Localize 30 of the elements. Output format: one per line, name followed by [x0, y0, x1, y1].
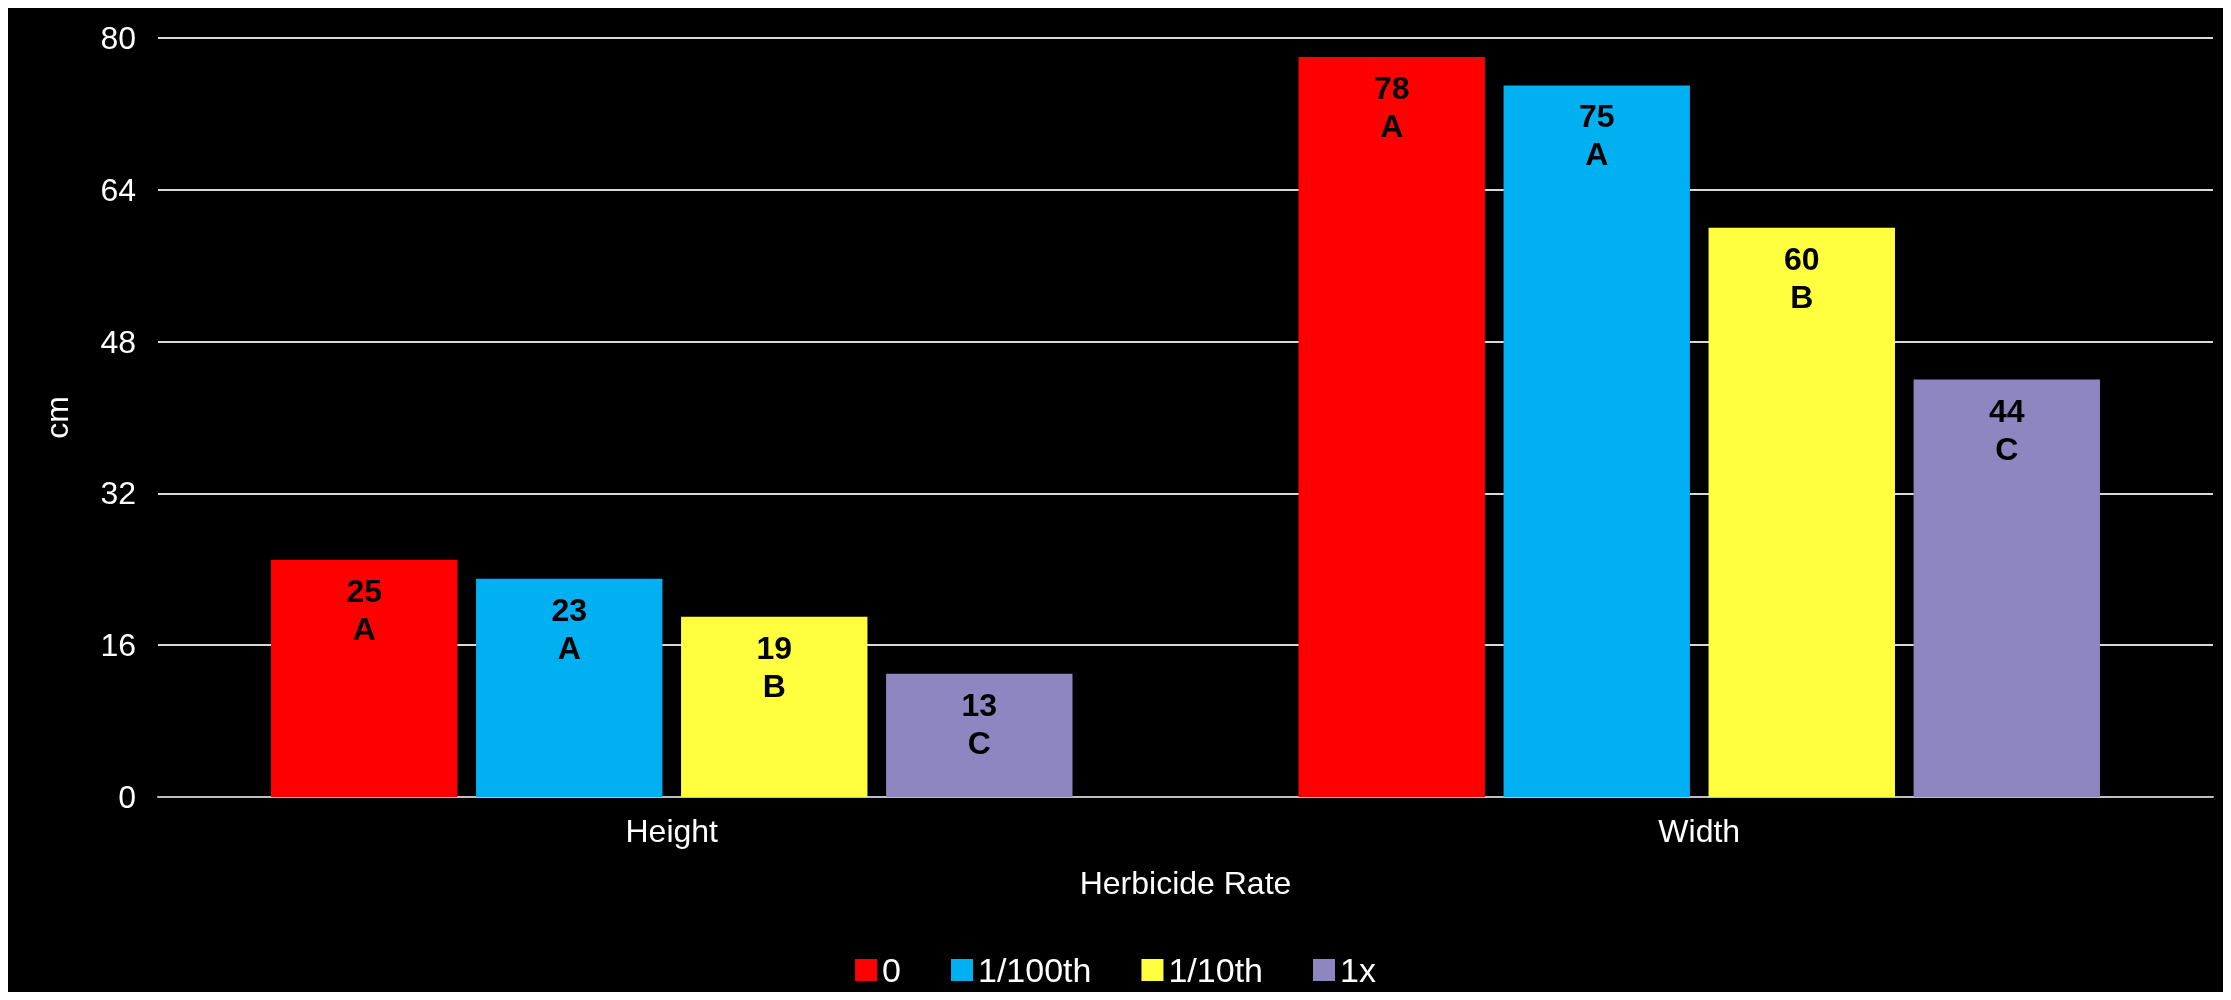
- y-tick-label: 0: [118, 779, 136, 815]
- bar: [1708, 227, 1895, 797]
- y-tick-label: 64: [100, 171, 136, 208]
- bar: [476, 578, 663, 797]
- data-label: 19 B: [756, 629, 793, 704]
- legend-label: 0: [882, 951, 902, 989]
- legend-label: 1/10th: [1168, 951, 1263, 989]
- bar: [681, 616, 868, 797]
- legend-label: 1x: [1339, 951, 1376, 989]
- x-axis-title: Herbicide Rate: [1079, 865, 1292, 901]
- legend-label: 1/100th: [978, 951, 1092, 989]
- data-label: 75 A: [1578, 98, 1615, 173]
- data-label: 25 A: [346, 572, 383, 647]
- y-tick-label: 16: [100, 627, 136, 664]
- data-label: 60 B: [1783, 240, 1820, 315]
- bar: [1913, 379, 2100, 797]
- y-axis-title: cm: [39, 396, 75, 439]
- data-label: 13 C: [961, 686, 998, 761]
- data-label: 78 A: [1373, 69, 1410, 144]
- data-label: 44 C: [1988, 392, 2025, 467]
- bar: [271, 559, 458, 797]
- y-tick-label: 80: [100, 20, 136, 56]
- y-tick-label: 48: [100, 323, 136, 360]
- x-tick-label: Width: [1658, 813, 1741, 849]
- bar: [1298, 56, 1485, 797]
- data-label: 23 A: [551, 591, 588, 666]
- x-tick-label: Height: [625, 813, 719, 849]
- bar: [1503, 85, 1690, 797]
- y-tick-label: 32: [100, 475, 136, 512]
- bar: [886, 673, 1073, 797]
